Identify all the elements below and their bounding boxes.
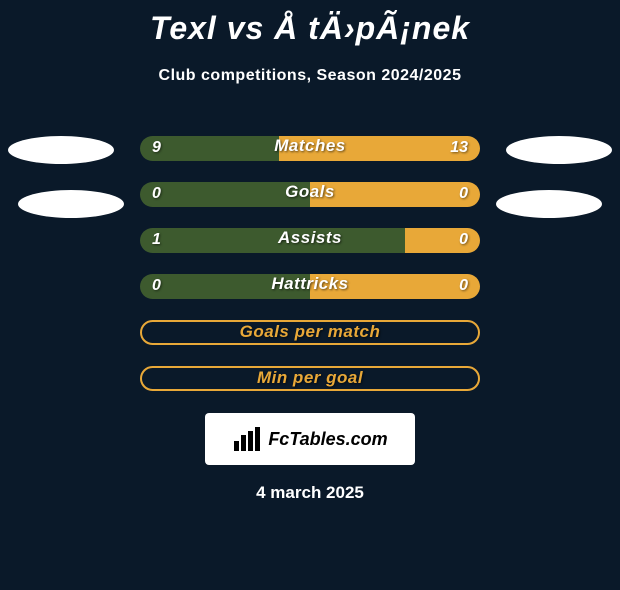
logo-content: FcTables.com <box>232 427 387 451</box>
stat-label: Min per goal <box>257 368 363 388</box>
stat-value-right: 0 <box>459 231 468 249</box>
stat-bar-right: 0 <box>405 228 480 253</box>
stat-bar-left: 9 <box>140 136 279 161</box>
stat-bar-left: 1 <box>140 228 405 253</box>
logo-box: FcTables.com <box>205 413 415 465</box>
stat-bar: 0 0 Goals <box>140 182 480 207</box>
stat-row: 0 0 Hattricks <box>0 263 620 309</box>
comparison-title: Texl vs Å tÄ›pÃ¡nek <box>0 10 620 47</box>
bar-chart-icon <box>232 427 260 451</box>
stat-label: Goals per match <box>240 322 381 342</box>
stat-value-right: 13 <box>450 139 468 157</box>
stat-bar-outline: Goals per match <box>140 320 480 345</box>
stats-container: 9 13 Matches 0 0 Goals 1 0 Assists 0 0 Hattricks Goa… <box>0 125 620 401</box>
stat-row: 0 0 Goals <box>0 171 620 217</box>
stat-label: Goals <box>285 182 335 202</box>
stat-value-left: 0 <box>152 185 161 203</box>
season-subtitle: Club competitions, Season 2024/2025 <box>0 67 620 85</box>
stat-label: Assists <box>278 228 342 248</box>
logo-text: FcTables.com <box>268 429 387 450</box>
stat-bar: 1 0 Assists <box>140 228 480 253</box>
stat-bar-outline: Min per goal <box>140 366 480 391</box>
stat-value-left: 1 <box>152 231 161 249</box>
stat-value-left: 0 <box>152 277 161 295</box>
comparison-date: 4 march 2025 <box>0 483 620 503</box>
stat-bar: 0 0 Hattricks <box>140 274 480 299</box>
stat-row: 9 13 Matches <box>0 125 620 171</box>
stat-bar-right: 0 <box>310 182 480 207</box>
stat-row: Min per goal <box>0 355 620 401</box>
stat-row: 1 0 Assists <box>0 217 620 263</box>
stat-value-right: 0 <box>459 277 468 295</box>
stat-value-right: 0 <box>459 185 468 203</box>
stat-label: Matches <box>274 136 346 156</box>
stat-row: Goals per match <box>0 309 620 355</box>
stat-bar: 9 13 Matches <box>140 136 480 161</box>
stat-value-left: 9 <box>152 139 161 157</box>
stat-label: Hattricks <box>271 274 348 294</box>
